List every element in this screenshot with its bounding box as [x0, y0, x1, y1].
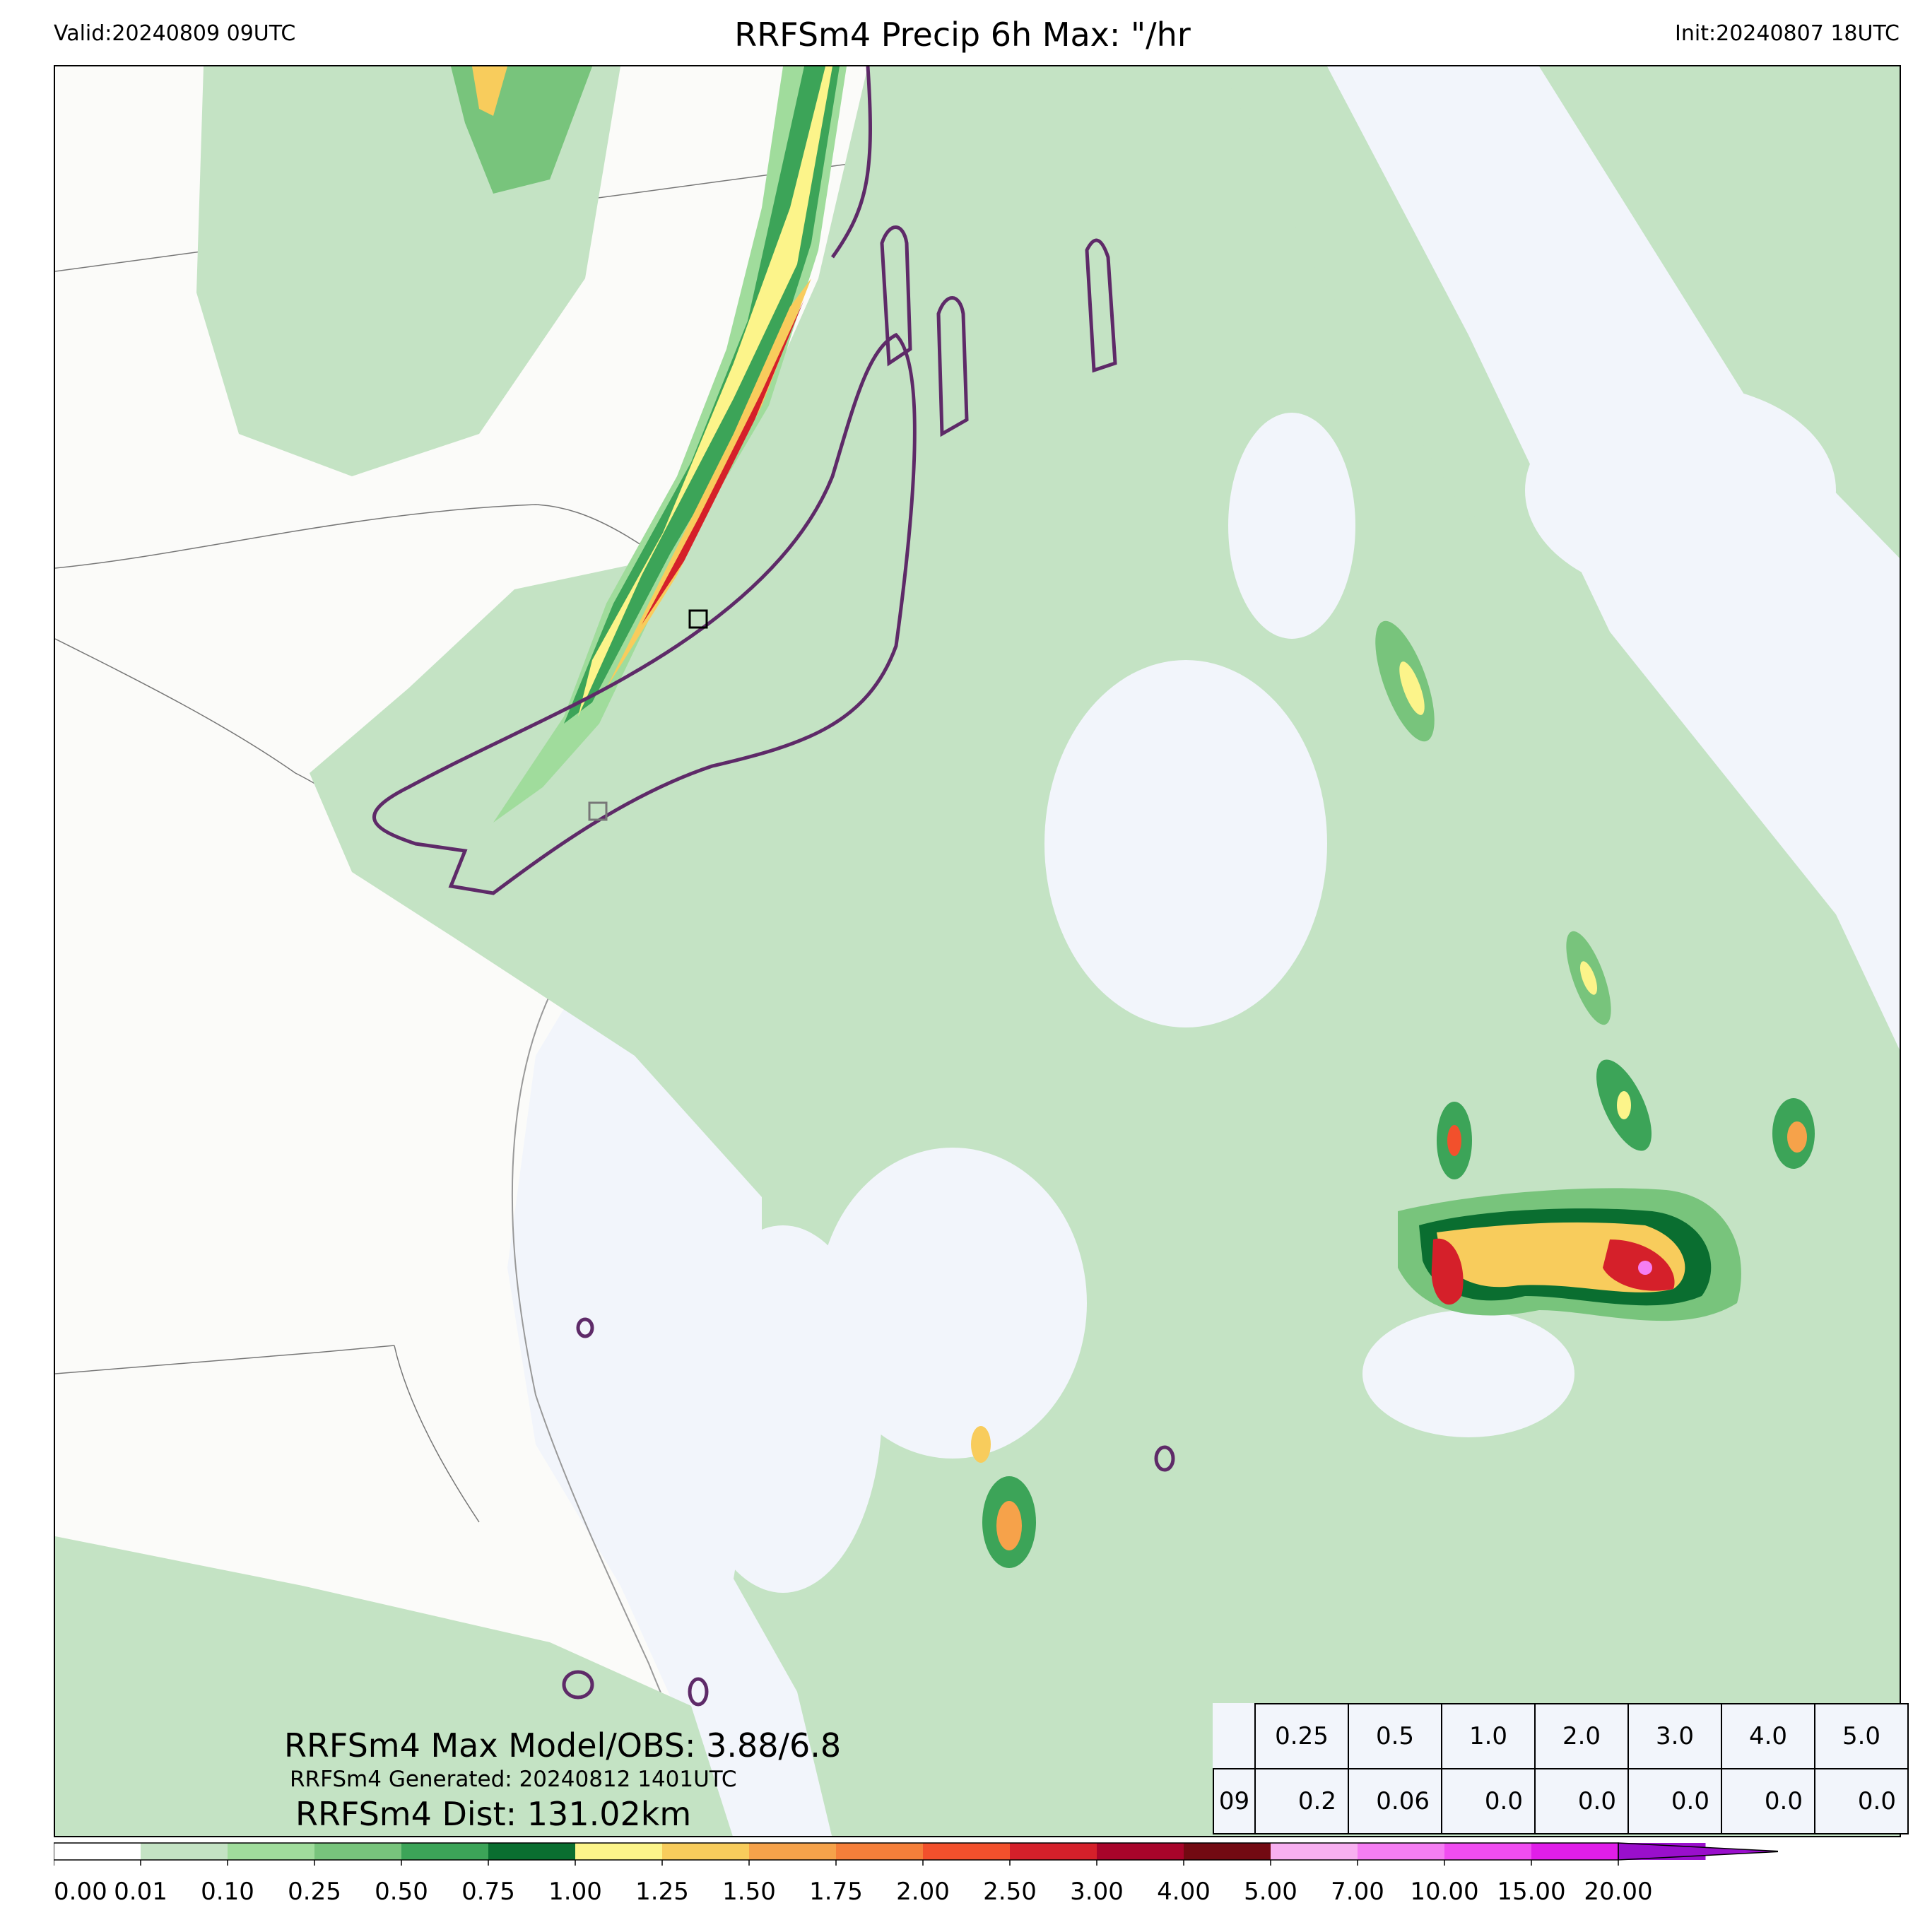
colorbar-segment [141, 1843, 228, 1860]
colorbar-tick-label: 10.00 [1410, 1878, 1478, 1906]
colorbar-tick-label: 1.00 [548, 1878, 602, 1906]
colorbar-segment [1097, 1843, 1184, 1860]
colorbar-tick-label: 7.00 [1331, 1878, 1384, 1906]
colorbar-tick-label: 2.00 [896, 1878, 950, 1906]
threshold-header-row: 0.25 0.5 1.0 2.0 3.0 4.0 5.0 [1213, 1703, 1909, 1769]
precip-band-nc [451, 66, 847, 823]
colorbar-tick-label: 15.00 [1497, 1878, 1565, 1906]
colorbar-segment [836, 1843, 924, 1860]
threshold-value-cell: 0.2 [1254, 1768, 1349, 1834]
map-canvas [55, 66, 1900, 1836]
valid-time: Valid:20240809 09UTC [54, 21, 296, 46]
threshold-value-cell: 0.0 [1441, 1768, 1536, 1834]
threshold-table: 0.25 0.5 1.0 2.0 3.0 4.0 5.0 09 0.2 0.06… [1213, 1703, 1909, 1834]
threshold-value-cell: 0.0 [1627, 1768, 1722, 1834]
colorbar-segment [488, 1843, 576, 1860]
colorbar-tick-label: 2.50 [983, 1878, 1037, 1906]
colorbar-tick-label: 0.00 [54, 1878, 107, 1906]
colorbar-tick-label: 0.10 [201, 1878, 254, 1906]
threshold-header-cell: 1.0 [1441, 1703, 1536, 1769]
threshold-header-cell: 5.0 [1814, 1703, 1909, 1769]
colorbar-tick-label: 1.75 [809, 1878, 863, 1906]
colorbar-tick-label: 0.01 [114, 1878, 167, 1906]
colorbar-segment [401, 1843, 489, 1860]
precip-cells-southeast [971, 1188, 1741, 1741]
precip-map [54, 65, 1901, 1837]
threshold-header-cell: 4.0 [1721, 1703, 1815, 1769]
colorbar-segment [662, 1843, 750, 1860]
distance-label: RRFSm4 Dist: 131.02km [295, 1795, 692, 1833]
threshold-row-label: 09 [1213, 1768, 1256, 1834]
threshold-corner-cell [1213, 1704, 1255, 1769]
colorbar-tick-label: 1.25 [635, 1878, 689, 1906]
colorbar-segment [54, 1843, 141, 1860]
threshold-value-cell: 0.0 [1814, 1768, 1909, 1834]
colorbar-segment [1184, 1843, 1271, 1860]
threshold-value-row: 09 0.2 0.06 0.0 0.0 0.0 0.0 0.0 [1213, 1768, 1909, 1834]
threshold-value-cell: 0.0 [1534, 1768, 1629, 1834]
colorbar-tick-label: 0.25 [288, 1878, 341, 1906]
colorbar-segment [1358, 1843, 1445, 1860]
precip-gaps [684, 384, 1836, 1593]
colorbar-tick-label: 0.50 [375, 1878, 428, 1906]
threshold-header-cell: 0.5 [1348, 1703, 1442, 1769]
threshold-value-cell: 0.0 [1721, 1768, 1815, 1834]
colorbar-tick-label: 4.00 [1157, 1878, 1211, 1906]
threshold-value-cell: 0.06 [1348, 1768, 1442, 1834]
colorbar-segment [749, 1843, 837, 1860]
colorbar-segment [923, 1843, 1011, 1860]
colorbar-tick-label: 1.50 [722, 1878, 776, 1906]
colorbar-tick-label: 20.00 [1584, 1878, 1652, 1906]
threshold-header-cell: 0.25 [1254, 1703, 1349, 1769]
init-time: Init:20240807 18UTC [1675, 21, 1900, 46]
precip-cells-offshore [1375, 620, 1815, 1179]
colorbar-segment [1271, 1843, 1358, 1860]
colorbar-segment [1444, 1843, 1532, 1860]
chart-title: RRFSm4 Precip 6h Max: "/hr [734, 16, 1191, 54]
colorbar-segment [228, 1843, 315, 1860]
colorbar-segment [1010, 1843, 1097, 1860]
max-model-obs-label: RRFSm4 Max Model/OBS: 3.88/6.8 [284, 1726, 842, 1765]
station-marker [688, 609, 708, 629]
threshold-header-cell: 3.0 [1627, 1703, 1722, 1769]
threshold-header-cell: 2.0 [1534, 1703, 1629, 1769]
colorbar-segment [1531, 1843, 1619, 1860]
colorbar-tick-label: 3.00 [1070, 1878, 1124, 1906]
colorbar-segment [575, 1843, 663, 1860]
colorbar-tick-label: 0.75 [461, 1878, 515, 1906]
generated-time-label: RRFSm4 Generated: 20240812 1401UTC [290, 1767, 737, 1792]
colorbar-segment [314, 1843, 402, 1860]
colorbar: 0.00 0.01 0.10 0.25 0.50 0.75 1.00 1.25 1.50 1.75… [54, 1842, 1778, 1906]
station-marker-obs [588, 801, 608, 821]
obs-contours [372, 66, 1175, 1707]
colorbar-tick-label: 5.00 [1244, 1878, 1297, 1906]
